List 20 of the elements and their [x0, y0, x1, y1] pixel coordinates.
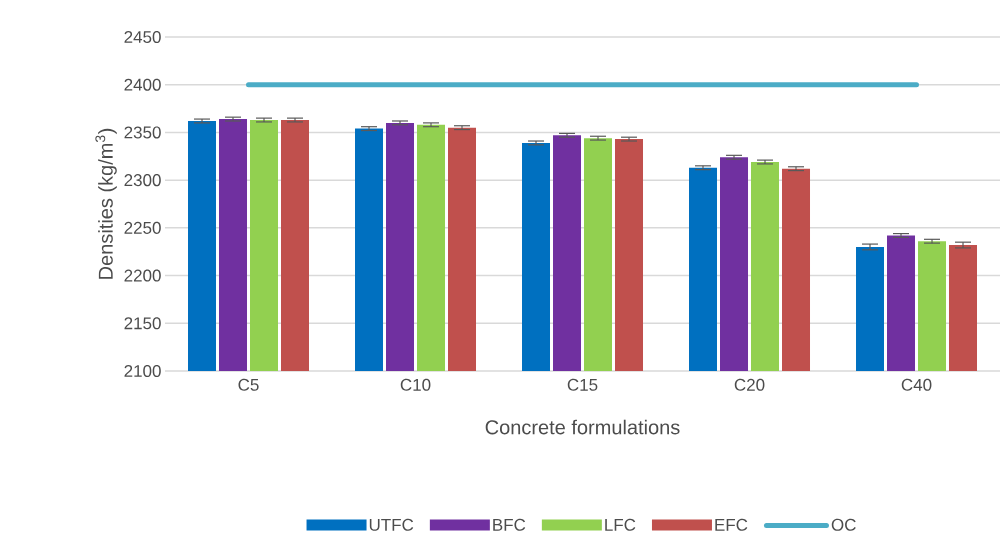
y-tick-label: 2200 — [124, 269, 161, 282]
y-tick-label: 2350 — [124, 126, 161, 139]
y-tick-label: 2100 — [124, 364, 161, 378]
legend-label: OC — [831, 518, 856, 531]
x-axis-title: Concrete formulations — [485, 419, 680, 435]
legend-label: BFC — [493, 518, 526, 531]
y-tick-label: 2150 — [124, 317, 161, 330]
y-tick-label: 2250 — [124, 221, 161, 234]
legend-label: UTFC — [369, 518, 414, 531]
y-axis-title: Densities (kg/m$^{3}$) — [95, 128, 117, 279]
y-tick-label: 2300 — [124, 174, 161, 187]
y-tick-label: 2450 — [124, 30, 161, 44]
legend-label: EFC — [715, 518, 748, 531]
y-tick-label: 2400 — [124, 78, 161, 91]
x-tick-label: C40 — [901, 378, 932, 391]
x-tick-label: C15 — [567, 378, 598, 391]
legend-label: LFC — [605, 518, 636, 531]
x-tick-label: C20 — [734, 378, 765, 391]
x-tick-label: C10 — [400, 378, 431, 391]
x-tick-label: C5 — [238, 378, 259, 391]
